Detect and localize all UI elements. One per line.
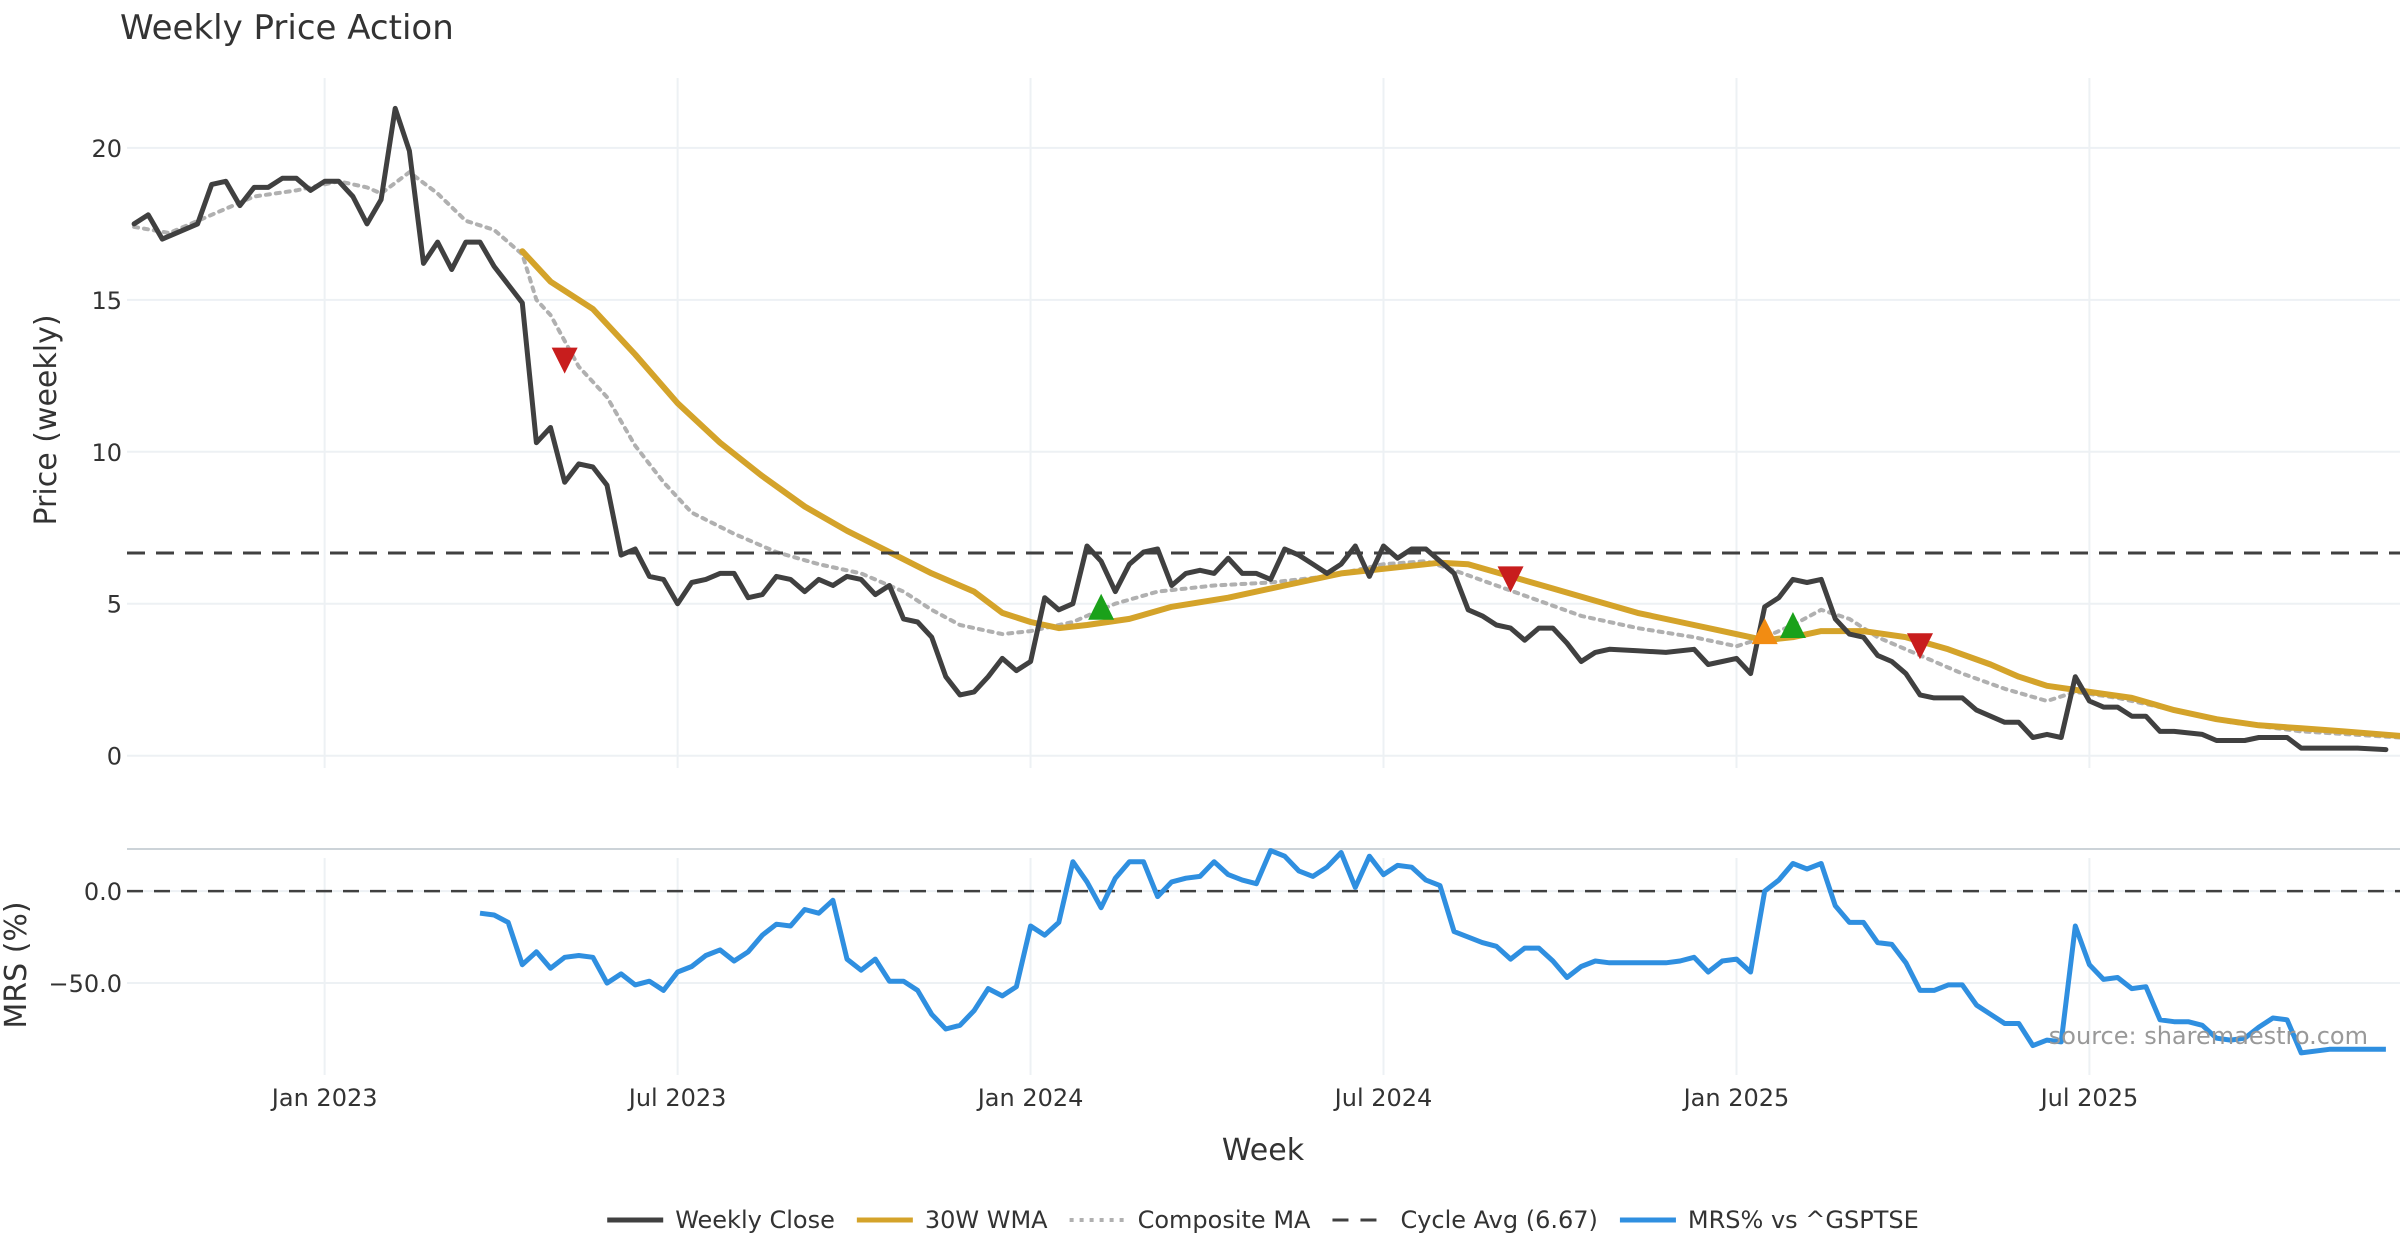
price-gridlines bbox=[127, 78, 2400, 768]
legend-label-cycle-avg-6-67: Cycle Avg (6.67) bbox=[1400, 1206, 1597, 1234]
mrs-y-ticks: 0.0 −50.0 bbox=[48, 878, 122, 998]
legend: Weekly Close 30W WMA Composite MA Cycle Avg… bbox=[607, 1206, 1919, 1234]
legend-label-mrs-vs-gsptse: MRS% vs ^GSPTSE bbox=[1688, 1206, 1919, 1234]
series-line-mrs-vs-gsptse bbox=[479, 848, 2386, 1056]
price-axis-title: Price (weekly) bbox=[29, 314, 64, 525]
chart-title: Weekly Price Action bbox=[120, 8, 454, 48]
mrs-y-tick-label: 0.0 bbox=[84, 878, 122, 906]
x-tick-label: Jul 2025 bbox=[2039, 1084, 2139, 1112]
series-line-30w-wma bbox=[519, 248, 2400, 739]
sell-signal-marker bbox=[1497, 566, 1524, 593]
mrs-y-tick-label: −50.0 bbox=[48, 970, 122, 998]
x-axis-title: Week bbox=[1222, 1133, 1305, 1168]
buy-signal-marker bbox=[1088, 593, 1115, 620]
buy-signal-marker bbox=[1779, 612, 1806, 639]
signal-markers bbox=[551, 347, 1933, 660]
buy-signal-marker bbox=[1751, 618, 1778, 645]
series-line-composite-ma bbox=[132, 170, 2400, 740]
price-y-tick-label: 10 bbox=[91, 439, 122, 467]
x-tick-label: Jan 2025 bbox=[1682, 1084, 1790, 1112]
x-tick-label: Jul 2024 bbox=[1333, 1084, 1433, 1112]
price-y-ticks: 0 5 10 15 20 bbox=[91, 135, 122, 771]
x-tick-label: Jan 2024 bbox=[976, 1084, 1084, 1112]
legend-label-weekly-close: Weekly Close bbox=[675, 1206, 835, 1234]
sell-signal-marker bbox=[551, 347, 578, 374]
mrs-axis-title: MRS (%) bbox=[0, 901, 34, 1028]
price-y-tick-label: 15 bbox=[91, 287, 122, 315]
legend-label-30w-wma: 30W WMA bbox=[925, 1206, 1048, 1234]
price-y-tick-label: 5 bbox=[107, 591, 122, 619]
source-note: source: sharemaestro.com bbox=[2049, 1022, 2368, 1050]
legend-label-composite-ma: Composite MA bbox=[1138, 1206, 1311, 1234]
sell-signal-marker bbox=[1906, 633, 1933, 660]
price-y-tick-label: 0 bbox=[107, 743, 122, 771]
mrs-series-group bbox=[127, 848, 2400, 1056]
price-series-group bbox=[127, 105, 2400, 753]
price-y-tick-label: 20 bbox=[91, 135, 122, 163]
x-tick-label: Jan 2023 bbox=[270, 1084, 378, 1112]
x-axis-ticks: Jan 2023 Jul 2023 Jan 2024 Jul 2024 Jan 2025… bbox=[270, 1084, 2138, 1112]
series-line-weekly-close bbox=[131, 105, 2389, 753]
x-tick-label: Jul 2023 bbox=[627, 1084, 727, 1112]
